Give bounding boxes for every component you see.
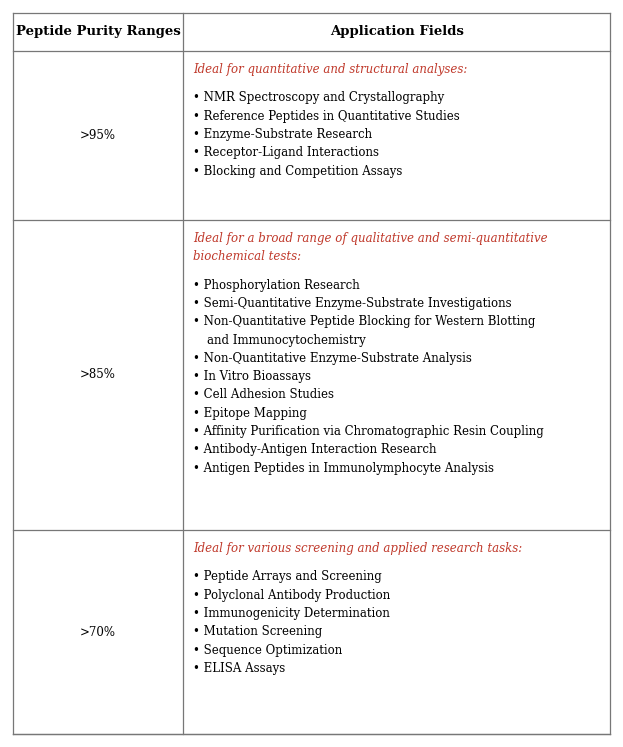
Text: • Epitope Mapping: • Epitope Mapping	[193, 407, 307, 420]
Text: Ideal for quantitative and structural analyses:: Ideal for quantitative and structural an…	[193, 63, 467, 76]
Text: Peptide Purity Ranges: Peptide Purity Ranges	[16, 25, 181, 39]
Text: • Peptide Arrays and Screening: • Peptide Arrays and Screening	[193, 571, 382, 583]
Text: biochemical tests:: biochemical tests:	[193, 250, 302, 263]
Text: • Mutation Screening: • Mutation Screening	[193, 625, 322, 638]
Text: • Non-Quantitative Peptide Blocking for Western Blotting: • Non-Quantitative Peptide Blocking for …	[193, 315, 536, 328]
Text: • Receptor-Ligand Interactions: • Receptor-Ligand Interactions	[193, 146, 379, 159]
Text: • Polyclonal Antibody Production: • Polyclonal Antibody Production	[193, 589, 391, 601]
Text: • Reference Peptides in Quantitative Studies: • Reference Peptides in Quantitative Stu…	[193, 110, 460, 123]
Text: • Semi-Quantitative Enzyme-Substrate Investigations: • Semi-Quantitative Enzyme-Substrate Inv…	[193, 297, 511, 310]
Text: Application Fields: Application Fields	[330, 25, 464, 39]
Text: • Immunogenicity Determination: • Immunogenicity Determination	[193, 607, 390, 620]
Text: • Phosphorylation Research: • Phosphorylation Research	[193, 279, 360, 291]
Text: • Cell Adhesion Studies: • Cell Adhesion Studies	[193, 388, 334, 401]
Text: • ELISA Assays: • ELISA Assays	[193, 662, 285, 675]
Text: Ideal for a broad range of qualitative and semi-quantitative: Ideal for a broad range of qualitative a…	[193, 232, 548, 245]
Text: • NMR Spectroscopy and Crystallography: • NMR Spectroscopy and Crystallography	[193, 91, 444, 105]
Text: • Sequence Optimization: • Sequence Optimization	[193, 644, 343, 657]
Text: >95%: >95%	[80, 129, 116, 142]
Text: >70%: >70%	[80, 625, 116, 639]
Text: Ideal for various screening and applied research tasks:: Ideal for various screening and applied …	[193, 542, 523, 555]
Text: • Affinity Purification via Chromatographic Resin Coupling: • Affinity Purification via Chromatograp…	[193, 425, 544, 438]
Text: and Immunocytochemistry: and Immunocytochemistry	[207, 334, 366, 347]
Text: • Non-Quantitative Enzyme-Substrate Analysis: • Non-Quantitative Enzyme-Substrate Anal…	[193, 352, 472, 365]
Text: • Blocking and Competition Assays: • Blocking and Competition Assays	[193, 164, 402, 178]
Text: • In Vitro Bioassays: • In Vitro Bioassays	[193, 371, 311, 383]
Text: • Antibody-Antigen Interaction Research: • Antibody-Antigen Interaction Research	[193, 444, 437, 456]
Text: • Enzyme-Substrate Research: • Enzyme-Substrate Research	[193, 128, 373, 141]
Text: >85%: >85%	[80, 368, 116, 382]
Text: • Antigen Peptides in Immunolymphocyte Analysis: • Antigen Peptides in Immunolymphocyte A…	[193, 462, 494, 474]
